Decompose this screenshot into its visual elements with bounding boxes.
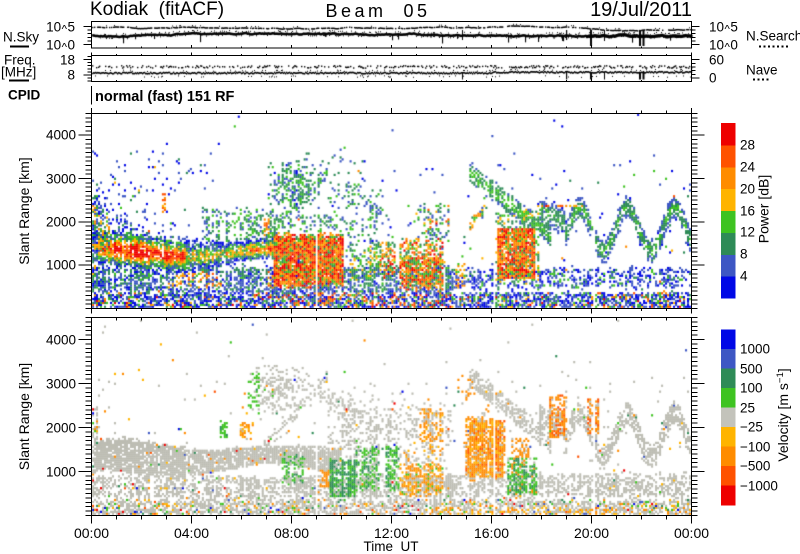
svg-text:Power [dB]: Power [dB] bbox=[756, 175, 772, 243]
svg-text:Slant Range [km]: Slant Range [km] bbox=[16, 363, 32, 470]
svg-text:Slant Range [km]: Slant Range [km] bbox=[16, 157, 32, 264]
svg-text:Velocity [m s−1]: Velocity [m s−1] bbox=[775, 368, 791, 461]
